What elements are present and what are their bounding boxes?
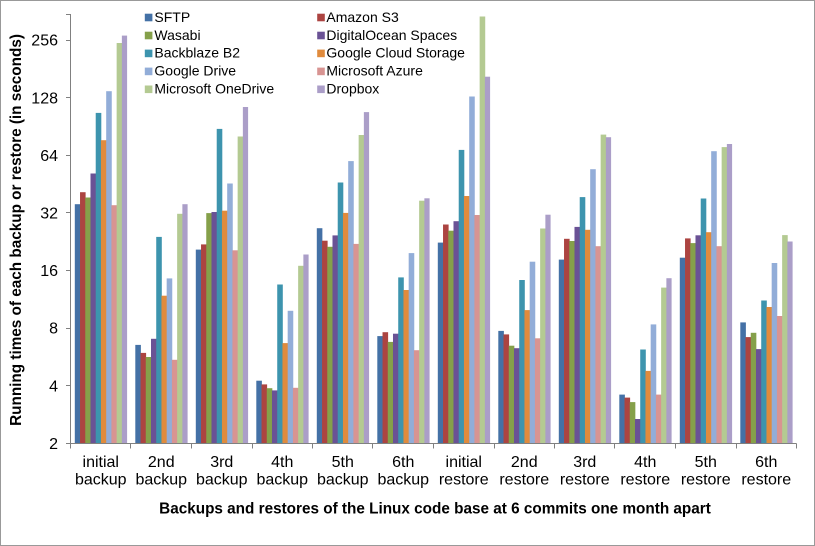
svg-text:Google Cloud Storage: Google Cloud Storage [326, 45, 465, 61]
svg-text:64: 64 [40, 148, 58, 165]
svg-text:restore: restore [681, 471, 731, 488]
svg-text:Running times of each backup o: Running times of each backup or restore … [8, 34, 25, 426]
svg-text:2nd: 2nd [511, 454, 538, 471]
svg-text:3rd: 3rd [210, 454, 233, 471]
svg-text:3rd: 3rd [573, 454, 596, 471]
svg-text:6th: 6th [392, 454, 414, 471]
svg-text:2nd: 2nd [148, 454, 175, 471]
svg-text:Amazon S3: Amazon S3 [326, 9, 399, 25]
svg-text:16: 16 [40, 263, 58, 280]
svg-text:SFTP: SFTP [154, 9, 190, 25]
svg-text:backup: backup [196, 471, 248, 488]
svg-text:4th: 4th [271, 454, 293, 471]
svg-text:Dropbox: Dropbox [326, 81, 379, 97]
svg-text:Backups and restores of the Li: Backups and restores of the Linux code b… [159, 501, 711, 518]
svg-text:restore: restore [560, 471, 610, 488]
svg-text:256: 256 [31, 33, 58, 50]
svg-text:Google Drive: Google Drive [154, 63, 236, 79]
svg-text:Microsoft Azure: Microsoft Azure [326, 63, 423, 79]
svg-text:initial: initial [446, 454, 482, 471]
svg-text:initial: initial [83, 454, 119, 471]
svg-text:backup: backup [377, 471, 429, 488]
svg-text:restore: restore [439, 471, 489, 488]
svg-text:5th: 5th [332, 454, 354, 471]
svg-text:backup: backup [135, 471, 187, 488]
svg-text:backup: backup [75, 471, 127, 488]
svg-text:backup: backup [256, 471, 308, 488]
svg-text:128: 128 [31, 90, 58, 107]
svg-text:4: 4 [49, 378, 58, 395]
svg-text:Microsoft OneDrive: Microsoft OneDrive [154, 81, 274, 97]
svg-text:Wasabi: Wasabi [154, 27, 200, 43]
svg-text:restore: restore [499, 471, 549, 488]
svg-text:5th: 5th [695, 454, 717, 471]
svg-text:2: 2 [49, 436, 58, 453]
svg-text:restore: restore [620, 471, 670, 488]
svg-text:backup: backup [317, 471, 369, 488]
svg-text:8: 8 [49, 321, 58, 338]
svg-text:DigitalOcean Spaces: DigitalOcean Spaces [326, 27, 457, 43]
svg-text:32: 32 [40, 206, 58, 223]
svg-text:4th: 4th [634, 454, 656, 471]
svg-text:Backblaze B2: Backblaze B2 [154, 45, 240, 61]
svg-text:6th: 6th [755, 454, 777, 471]
svg-text:restore: restore [741, 471, 791, 488]
